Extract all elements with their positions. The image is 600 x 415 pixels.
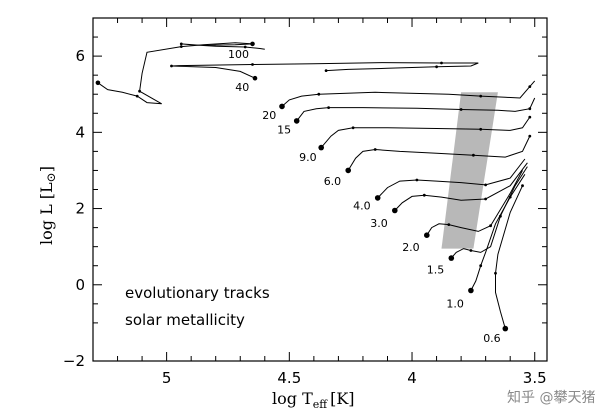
x-tick-label: 5 xyxy=(162,369,172,387)
track-point-6.0 xyxy=(373,148,377,151)
track-point-6.0 xyxy=(472,153,475,157)
track-point-40 xyxy=(251,63,254,66)
mass-label-0.6: 0.6 xyxy=(483,332,501,345)
mass-label-100: 100 xyxy=(228,48,249,61)
track-100 xyxy=(181,43,265,50)
track-point-3.0 xyxy=(484,197,487,201)
track-point-2.0 xyxy=(489,224,492,228)
track-point-1.0 xyxy=(479,264,483,268)
x-tick-label: 4 xyxy=(407,369,417,387)
axis-ticks-layer: 5 4.5 4 3.5 −2 0 2 4 6 xyxy=(63,18,547,387)
zams-point-15 xyxy=(293,118,300,124)
annotation-evolutionary-tracks: evolutionary tracks xyxy=(125,284,270,302)
mass-label-4.0: 4.0 xyxy=(353,199,371,212)
mass-label-2.0: 2.0 xyxy=(402,241,420,254)
track-point-1.5 xyxy=(469,249,473,252)
track-40 xyxy=(171,62,479,79)
zams-point-1.0 xyxy=(468,287,474,294)
y-axis-title-sub: ⊙ xyxy=(44,172,58,182)
zams-point-20 xyxy=(279,103,285,110)
track-point-20 xyxy=(528,85,532,88)
track-point-0.6 xyxy=(521,184,524,188)
mass-label-40: 40 xyxy=(235,81,249,94)
track-point-15 xyxy=(459,108,463,111)
track-point-20 xyxy=(479,94,483,98)
y-axis-title-main: log L [L xyxy=(37,182,56,245)
y-tick-label: 6 xyxy=(75,47,85,65)
track-point-mass-loss xyxy=(135,94,139,98)
track-3.0 xyxy=(394,162,528,211)
watermark: 知乎 @攀天猪 xyxy=(507,389,595,406)
track-point-6.0 xyxy=(528,134,532,138)
zams-point-1.5 xyxy=(448,255,455,261)
annotation-solar-metallicity: solar metallicity xyxy=(125,311,245,329)
mass-label-20: 20 xyxy=(262,109,276,122)
mass-label-1.5: 1.5 xyxy=(427,263,445,276)
mass-label-1.0: 1.0 xyxy=(446,298,464,311)
track-point-15 xyxy=(327,106,330,109)
x-tick-label: 4.5 xyxy=(277,369,301,387)
track-point-100 xyxy=(243,45,247,49)
zams-point-0.6 xyxy=(502,325,509,332)
track-point-mass-loss xyxy=(251,42,254,46)
zams-point-3.0 xyxy=(392,207,398,214)
track-4.0 xyxy=(377,158,526,199)
instability-strip xyxy=(441,92,498,249)
track-6.0 xyxy=(347,135,531,171)
x-tick-label: 3.5 xyxy=(523,369,547,387)
zams-point-2.0 xyxy=(424,232,430,238)
track-9.0 xyxy=(320,116,531,148)
zams-point-mass-loss xyxy=(95,80,101,86)
track-point-4.0 xyxy=(484,183,487,187)
zams-dots-layer xyxy=(95,41,532,332)
mass-label-6.0: 6.0 xyxy=(324,175,342,188)
track-point-2.0 xyxy=(447,223,451,227)
track-point-4.0 xyxy=(415,178,419,182)
track-point-40 xyxy=(440,61,443,65)
y-tick-label: 2 xyxy=(75,200,85,218)
track-point-40 xyxy=(324,69,328,72)
zams-point-9.0 xyxy=(318,144,325,151)
zams-point-4.0 xyxy=(374,195,381,201)
zams-point-6.0 xyxy=(345,167,352,174)
x-axis-title: log Teff [K] xyxy=(272,389,355,411)
track-point-1.0 xyxy=(508,195,512,199)
track-2.0 xyxy=(426,170,523,236)
mass-label-15: 15 xyxy=(277,124,291,137)
track-point-mass-loss xyxy=(179,45,183,48)
mass-label-3.0: 3.0 xyxy=(370,217,388,230)
y-axis-title: log L [L⊙] xyxy=(37,166,58,245)
instability-strip-layer xyxy=(441,92,498,249)
track-point-3.0 xyxy=(422,193,426,197)
zams-point-40 xyxy=(252,75,258,81)
track-point-100 xyxy=(179,42,183,46)
track-20 xyxy=(281,80,536,107)
track-point-40 xyxy=(170,64,173,68)
track-point-0.6 xyxy=(494,271,497,275)
track-point-20 xyxy=(317,92,321,96)
track-point-9.0 xyxy=(528,115,532,119)
y-axis-title-close: ] xyxy=(37,166,56,172)
track-1.0 xyxy=(470,174,526,291)
track-point-40 xyxy=(435,65,438,69)
track-15 xyxy=(296,97,536,122)
track-point-15 xyxy=(528,107,532,111)
x-axis-title-sub: eff xyxy=(313,398,329,411)
x-axis-title-main: log T xyxy=(272,389,313,408)
y-tick-label: 4 xyxy=(75,123,85,141)
track-point-1.5 xyxy=(499,214,502,218)
y-tick-label: 0 xyxy=(75,276,85,294)
track-point-9.0 xyxy=(479,127,483,131)
track-point-mass-loss xyxy=(138,89,142,93)
track-0.6 xyxy=(495,185,523,329)
track-point-9.0 xyxy=(351,126,355,130)
y-tick-label: −2 xyxy=(63,352,85,370)
x-axis-title-unit: [K] xyxy=(330,389,354,408)
mass-label-9.0: 9.0 xyxy=(299,151,317,164)
